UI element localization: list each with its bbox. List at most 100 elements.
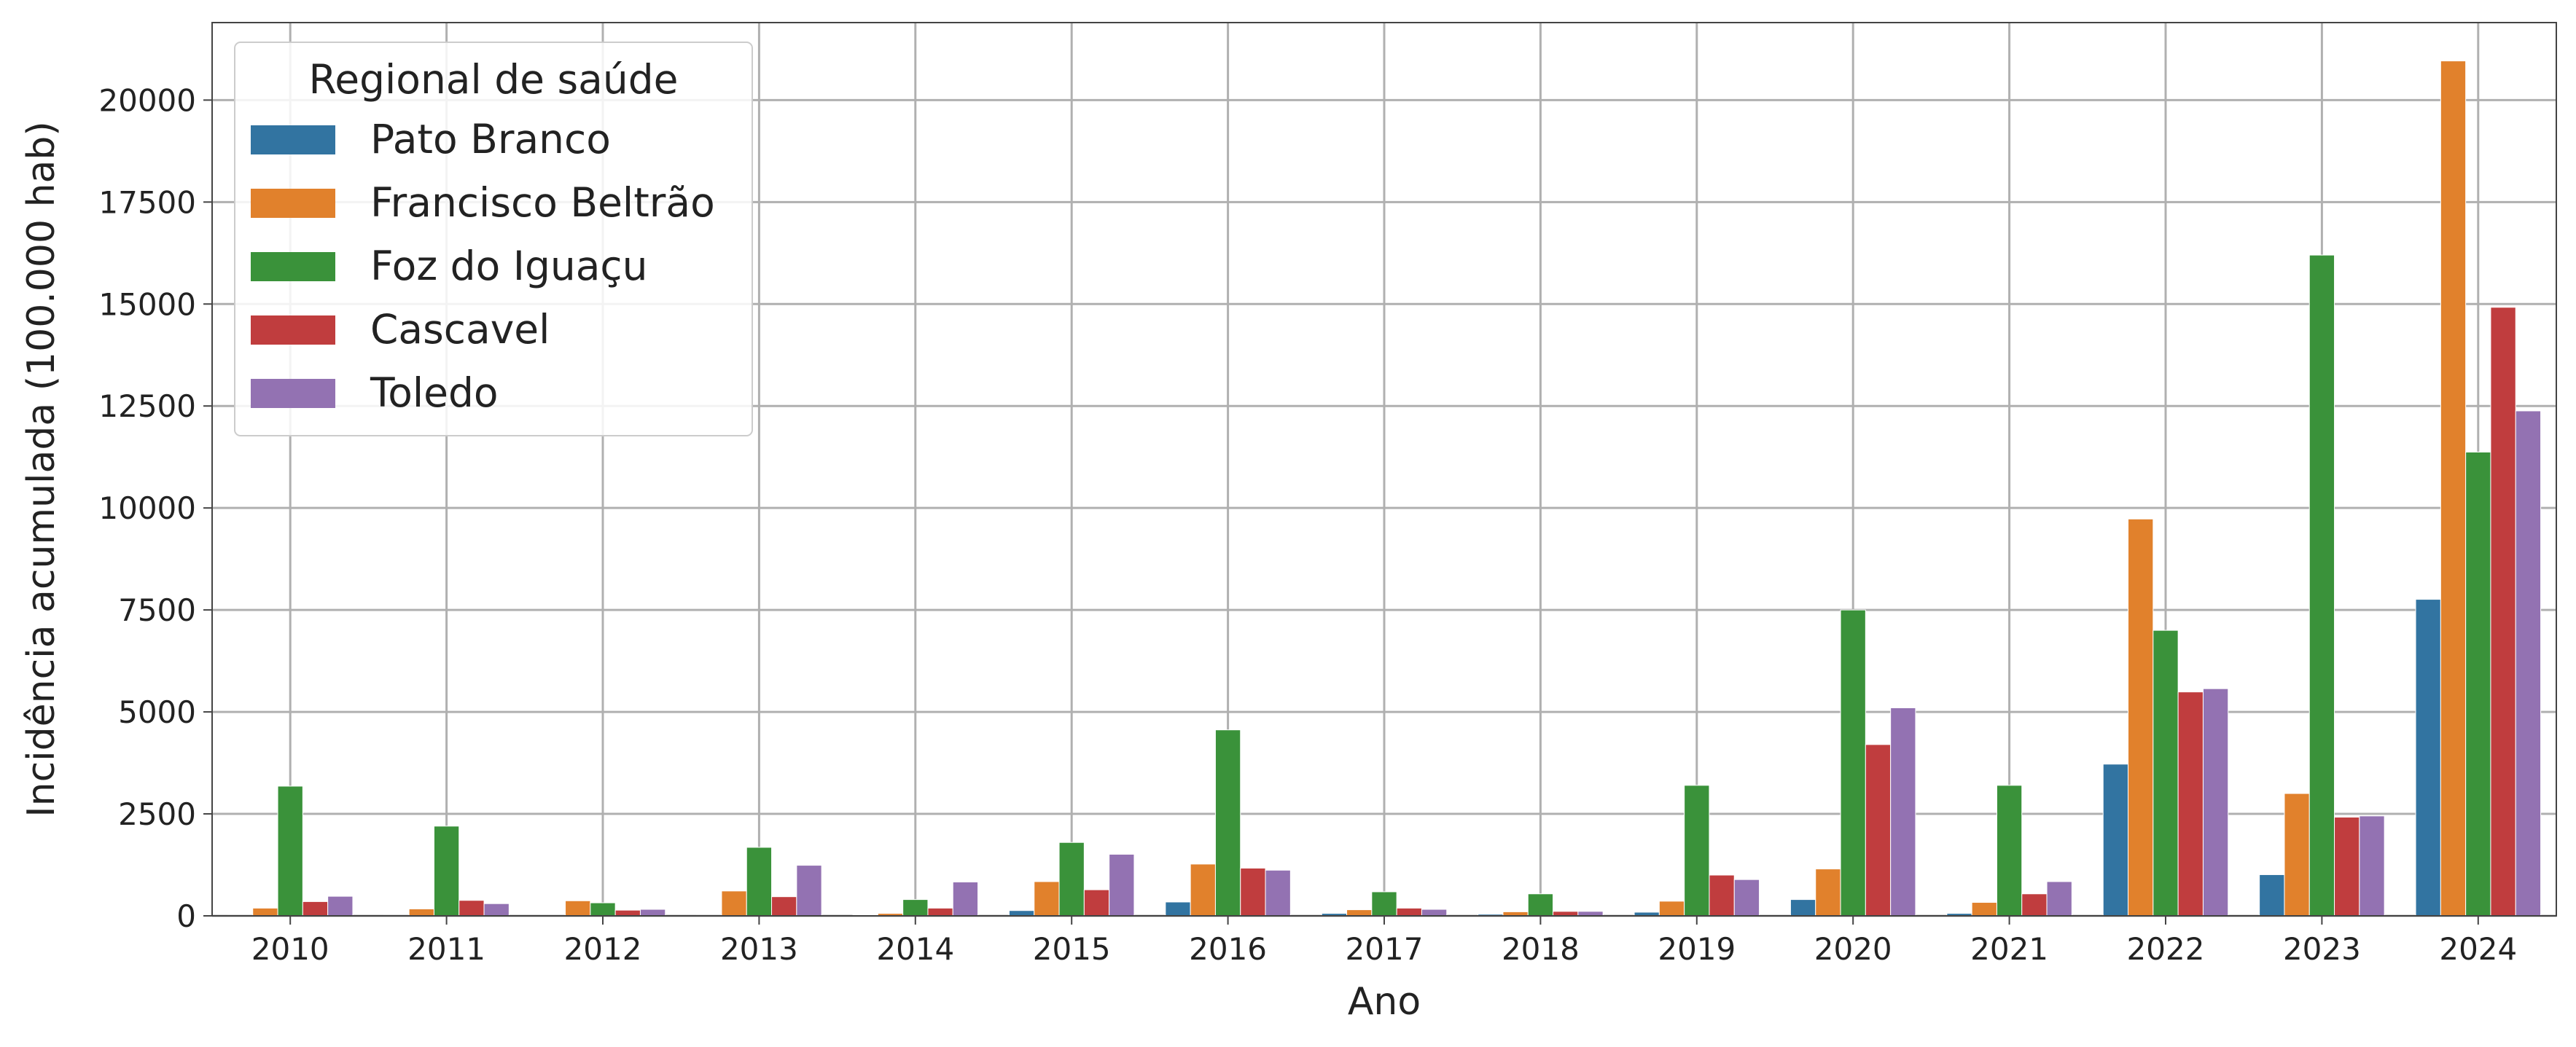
- bar-francisco-beltr-o-2015: [1034, 881, 1060, 917]
- legend-items: Pato Branco Francisco Beltrão Foz do Iguaç…: [251, 116, 715, 416]
- bar-francisco-beltr-o-2012: [565, 900, 591, 917]
- bar-cascavel-2015: [1083, 889, 1110, 917]
- bar-pato-branco-2015: [1008, 910, 1035, 917]
- bar-cascavel-2022: [2177, 691, 2204, 917]
- legend-swatch-pato-branco: [251, 125, 335, 154]
- bar-toledo-2013: [796, 865, 822, 917]
- x-tick-label: 2012: [564, 931, 642, 967]
- x-axis-label: Ano: [1348, 980, 1421, 1024]
- bar-cascavel-2016: [1240, 868, 1266, 917]
- bar-cascavel-2017: [1396, 907, 1422, 917]
- bar-toledo-2021: [2046, 881, 2072, 917]
- y-tick-label: 2500: [118, 796, 196, 832]
- x-tick-label: 2013: [720, 931, 798, 967]
- bar-foz-do-igua-u-2017: [1371, 891, 1397, 917]
- y-tick-label: 15000: [98, 286, 196, 322]
- y-tick-label: 20000: [98, 82, 196, 118]
- bar-francisco-beltr-o-2020: [1815, 868, 1841, 917]
- x-tick-label: 2019: [1658, 931, 1736, 967]
- legend-swatch-cascavel: [251, 315, 335, 345]
- x-tick-label: 2016: [1189, 931, 1267, 967]
- legend-title: Regional de saúde: [309, 56, 679, 103]
- x-tick-label: 2020: [1814, 931, 1892, 967]
- bar-foz-do-igua-u-2018: [1527, 893, 1554, 917]
- legend: Regional de saúde Pato Branco Francisco B…: [234, 42, 753, 436]
- bar-toledo-2022: [2202, 688, 2229, 917]
- bar-francisco-beltr-o-2021: [1971, 902, 1997, 917]
- bar-pato-branco-2022: [2102, 764, 2129, 917]
- bar-francisco-beltr-o-2019: [1658, 901, 1685, 917]
- bar-francisco-beltr-o-2022: [2128, 518, 2154, 917]
- bar-francisco-beltr-o-2023: [2284, 793, 2310, 917]
- legend-label-toledo: Toledo: [370, 369, 499, 416]
- bar-toledo-2011: [483, 903, 510, 917]
- bar-pato-branco-2023: [2259, 874, 2285, 917]
- y-tick-label: 10000: [98, 490, 196, 526]
- x-tick-label: 2022: [2127, 931, 2205, 967]
- bar-toledo-2019: [1733, 879, 1760, 917]
- y-tick-label: 5000: [118, 694, 196, 730]
- bar-pato-branco-2016: [1165, 901, 1191, 917]
- legend-swatch-francisco-beltr-o: [251, 189, 335, 218]
- bar-toledo-2023: [2359, 815, 2385, 917]
- bar-cascavel-2013: [771, 896, 797, 917]
- bar-cascavel-2014: [927, 907, 953, 917]
- bar-francisco-beltr-o-2017: [1346, 909, 1373, 917]
- y-tick-label: 0: [176, 898, 196, 934]
- legend-label-foz-do-igua-u: Foz do Iguaçu: [370, 243, 648, 289]
- bar-cascavel-2012: [614, 909, 641, 917]
- legend-label-cascavel: Cascavel: [370, 306, 550, 353]
- bar-toledo-2024: [2515, 410, 2542, 917]
- x-tick-label: 2018: [1502, 931, 1580, 967]
- x-tick-label: 2014: [876, 931, 954, 967]
- bar-foz-do-igua-u-2023: [2308, 254, 2335, 917]
- legend-label-francisco-beltr-o: Francisco Beltrão: [370, 179, 715, 226]
- x-tick-label: 2015: [1033, 931, 1111, 967]
- bar-cascavel-2021: [2021, 893, 2048, 917]
- bar-francisco-beltr-o-2010: [252, 907, 278, 917]
- x-tick-label: 2024: [2439, 931, 2517, 967]
- bar-foz-do-igua-u-2014: [902, 899, 929, 917]
- bar-francisco-beltr-o-2013: [721, 890, 747, 917]
- bar-francisco-beltr-o-2024: [2440, 60, 2467, 917]
- bar-foz-do-igua-u-2019: [1684, 785, 1710, 917]
- x-tick-label: 2023: [2283, 931, 2361, 967]
- bar-cascavel-2023: [2334, 817, 2360, 917]
- legend-label-pato-branco: Pato Branco: [370, 116, 611, 162]
- bar-foz-do-igua-u-2010: [277, 785, 303, 917]
- bar-toledo-2016: [1265, 869, 1291, 917]
- bar-foz-do-igua-u-2013: [746, 847, 773, 917]
- bar-foz-do-igua-u-2022: [2152, 630, 2179, 917]
- x-tick-label: 2010: [251, 931, 329, 967]
- bar-cascavel-2010: [302, 901, 329, 917]
- legend-swatch-toledo: [251, 379, 335, 408]
- bar-toledo-2014: [952, 882, 979, 917]
- bar-francisco-beltr-o-2011: [408, 908, 434, 917]
- x-tick-label: 2021: [1970, 931, 2048, 967]
- bar-cascavel-2019: [1709, 874, 1735, 917]
- bar-foz-do-igua-u-2015: [1058, 842, 1085, 917]
- bar-cascavel-2011: [458, 900, 485, 917]
- bar-pato-branco-2024: [2415, 599, 2441, 917]
- legend-box: [234, 42, 753, 436]
- y-tick-label: 17500: [98, 184, 196, 220]
- bar-toledo-2010: [327, 895, 354, 917]
- y-axis-ticks: 0 2500 5000 7500 10000 12500 15000 17500 20000: [98, 82, 212, 934]
- legend-swatch-foz-do-igua-u: [251, 252, 335, 281]
- bar-toledo-2017: [1421, 909, 1448, 917]
- bar-foz-do-igua-u-2024: [2465, 451, 2491, 917]
- y-tick-label: 7500: [118, 592, 196, 628]
- bar-toledo-2012: [639, 909, 666, 917]
- bar-foz-do-igua-u-2016: [1214, 729, 1241, 917]
- bar-pato-branco-2020: [1789, 899, 1816, 917]
- bar-foz-do-igua-u-2020: [1840, 609, 1866, 917]
- x-tick-label: 2017: [1346, 931, 1424, 967]
- y-tick-label: 12500: [98, 388, 196, 424]
- bar-cascavel-2020: [1865, 744, 1892, 917]
- bar-foz-do-igua-u-2011: [433, 826, 460, 917]
- bar-toledo-2020: [1890, 707, 1916, 917]
- x-axis-ticks: 2010 2011 2012 2013 2014 2015 2016 2017 2018 2019…: [251, 916, 2517, 967]
- bar-foz-do-igua-u-2021: [1996, 785, 2023, 917]
- bar-cascavel-2024: [2490, 307, 2516, 917]
